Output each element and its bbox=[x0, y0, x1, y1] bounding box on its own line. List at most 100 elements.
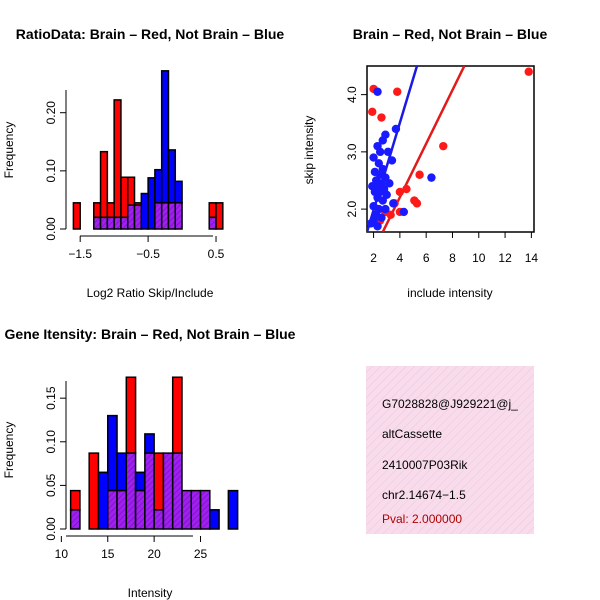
scatter-xtick-label: 2 bbox=[370, 251, 377, 265]
scatter-xtick-label: 8 bbox=[449, 251, 456, 265]
ratio-bar-red-4 bbox=[99, 150, 109, 219]
intensity-ytick-label: 0.15 bbox=[44, 386, 58, 410]
ratio-hist-title: RatioData: Brain – Red, Not Brain – Blue bbox=[16, 26, 285, 42]
intensity-hist-title: Gene Itensity: Brain – Red, Not Brain – … bbox=[5, 326, 296, 342]
point-blue-0 bbox=[373, 87, 382, 96]
point-blue-32 bbox=[377, 213, 386, 222]
scatter-xtick-label: 6 bbox=[423, 251, 430, 265]
ratio-ytick-label: 0.10 bbox=[44, 159, 58, 183]
scatter-plot: Brain – Red, Not Brain – Blue 2 4 6 8 10 12 14… bbox=[302, 26, 547, 300]
ratio-bar-overlap-13 bbox=[160, 202, 170, 230]
intensity-y-ticks: 0.00 0.05 0.10 0.15 bbox=[44, 386, 66, 541]
intensity-ytick-label: 0.00 bbox=[44, 517, 58, 541]
intensity-bar-overlap-12 bbox=[181, 489, 193, 530]
ratio-bar-blue-10 bbox=[140, 192, 149, 230]
intensity-bar-red-2 bbox=[88, 452, 100, 530]
intensity-bar-red-0 bbox=[69, 489, 81, 511]
scatter-xtick-label: 14 bbox=[525, 251, 539, 265]
intensity-xtick-label: 20 bbox=[147, 547, 161, 561]
ratio-x-ticks: −1.5 −0.5 0.5 bbox=[68, 236, 225, 261]
ratio-hist-xlabel: Log2 Ratio Skip/Include bbox=[87, 286, 214, 300]
ratio-xtick-label: −1.5 bbox=[68, 247, 92, 261]
point-blue-30 bbox=[399, 207, 409, 217]
intensity-bar-blue-8 bbox=[144, 433, 155, 454]
ratio-bar-red-3 bbox=[93, 202, 102, 219]
intensity-bar-blue-4 bbox=[107, 414, 118, 492]
scatter-x-ticks: 2 4 6 8 10 12 14 bbox=[370, 232, 538, 265]
intensity-bar-red-6 bbox=[125, 376, 137, 454]
point-blue-1 bbox=[391, 124, 401, 134]
intensity-bar-overlap-9 bbox=[153, 509, 165, 530]
intensity-bar-red-11 bbox=[171, 376, 183, 454]
scatter-xtick-label: 4 bbox=[397, 251, 404, 265]
intensity-hist-bars bbox=[69, 376, 239, 530]
ratio-bar-overlap-15 bbox=[174, 202, 183, 230]
info-event-id: G7028828@J929221@j_ bbox=[382, 397, 518, 411]
intensity-bar-blue-5 bbox=[116, 452, 128, 492]
intensity-bar-overlap-11 bbox=[171, 452, 183, 530]
point-red-4 bbox=[439, 141, 448, 151]
intensity-bar-overlap-7 bbox=[134, 489, 146, 530]
point-red-8 bbox=[412, 199, 422, 208]
intensity-ytick-label: 0.05 bbox=[44, 473, 58, 497]
point-blue-26 bbox=[389, 199, 398, 208]
point-red-1 bbox=[368, 107, 377, 116]
scatter-ytick-label: 2.0 bbox=[345, 200, 359, 217]
point-red-6 bbox=[415, 170, 424, 179]
info-location: chr2.14674−1.5 bbox=[382, 488, 466, 502]
scatter-ytick-label: 4.0 bbox=[345, 86, 359, 103]
intensity-bar-overlap-0 bbox=[69, 509, 81, 530]
info-panel-background bbox=[366, 366, 534, 534]
scatter-ytick-label: 3.0 bbox=[345, 143, 359, 160]
ratio-bar-overlap-6 bbox=[113, 216, 122, 230]
intensity-ytick-label: 0.10 bbox=[44, 430, 58, 454]
ratio-bar-overlap-5 bbox=[106, 216, 115, 230]
intensity-bar-blue-7 bbox=[134, 471, 146, 492]
point-blue-35 bbox=[373, 222, 382, 231]
ratio-xtick-label: 0.5 bbox=[208, 247, 225, 261]
ratio-bar-overlap-3 bbox=[93, 216, 102, 230]
ratio-bar-overlap-12 bbox=[154, 202, 163, 230]
info-panel: G7028828@J929221@j_ altCassette 2410007P… bbox=[366, 366, 534, 534]
info-gene-name: 2410007P03Rik bbox=[382, 458, 468, 472]
scatter-y-ticks: 2.0 3.0 4.0 bbox=[345, 86, 367, 217]
point-blue-25 bbox=[378, 196, 387, 205]
intensity-bar-blue-17 bbox=[227, 489, 239, 530]
intensity-xtick-label: 15 bbox=[101, 547, 115, 561]
intensity-bar-overlap-14 bbox=[199, 489, 211, 530]
intensity-bar-overlap-13 bbox=[190, 489, 202, 530]
ratio-histogram: RatioData: Brain – Red, Not Brain – Blue… bbox=[2, 26, 284, 300]
scatter-frame bbox=[366, 65, 535, 233]
ratio-xtick-label: −0.5 bbox=[136, 247, 160, 261]
intensity-bar-overlap-5 bbox=[116, 489, 128, 530]
point-red-13 bbox=[386, 210, 395, 220]
point-red-5 bbox=[524, 67, 533, 76]
intensity-bar-overlap-6 bbox=[125, 452, 137, 530]
ratio-bar-overlap-14 bbox=[167, 202, 177, 230]
ratio-bar-overlap-4 bbox=[99, 216, 109, 230]
point-blue-7 bbox=[369, 153, 378, 162]
intensity-bar-overlap-8 bbox=[144, 452, 155, 530]
intensity-bar-blue-15 bbox=[209, 509, 220, 530]
scatter-xlabel: include intensity bbox=[407, 286, 492, 300]
ratio-ytick-label: 0.20 bbox=[44, 101, 58, 125]
ratio-bar-red-7 bbox=[120, 176, 129, 219]
point-red-9 bbox=[402, 184, 411, 194]
intensity-bar-blue-3 bbox=[97, 471, 109, 530]
intensity-xtick-label: 25 bbox=[194, 547, 208, 561]
ratio-hist-ylabel: Frequency bbox=[2, 122, 16, 179]
ratio-y-ticks: 0.00 0.10 0.20 bbox=[44, 101, 66, 241]
point-blue-8 bbox=[387, 156, 397, 165]
ratio-bar-blue-13 bbox=[160, 70, 170, 204]
point-blue-5 bbox=[375, 147, 385, 157]
ratio-bar-overlap-9 bbox=[133, 204, 143, 230]
intensity-histogram: Gene Itensity: Brain – Red, Not Brain – … bbox=[2, 326, 296, 600]
point-blue-34 bbox=[367, 219, 376, 228]
point-blue-6 bbox=[383, 147, 393, 157]
ratio-bar-blue-12 bbox=[154, 168, 163, 204]
ratio-bar-red-19 bbox=[208, 202, 217, 219]
point-red-10 bbox=[395, 187, 405, 197]
ratio-bar-red-0 bbox=[72, 202, 81, 230]
intensity-x-ticks: 10 15 20 25 bbox=[55, 536, 208, 561]
intensity-hist-ylabel: Frequency bbox=[2, 422, 16, 479]
